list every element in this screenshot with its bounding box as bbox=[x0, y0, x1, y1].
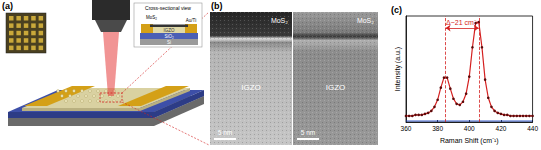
svg-text:5 nm: 5 nm bbox=[301, 129, 315, 136]
svg-text:IGZO: IGZO bbox=[241, 83, 261, 92]
svg-text:SiO₂: SiO₂ bbox=[164, 34, 174, 39]
svg-text:Raman Shift (cm⁻¹): Raman Shift (cm⁻¹) bbox=[440, 137, 499, 145]
svg-text:MoS₂: MoS₂ bbox=[146, 15, 157, 20]
svg-text:Intensity (a.u.): Intensity (a.u.) bbox=[394, 47, 402, 91]
svg-text:Si: Si bbox=[167, 40, 171, 45]
svg-text:360: 360 bbox=[401, 125, 412, 132]
svg-text:440: 440 bbox=[527, 125, 538, 132]
svg-text:(a): (a) bbox=[2, 1, 13, 11]
svg-text:5 nm: 5 nm bbox=[218, 129, 232, 136]
svg-text:420: 420 bbox=[496, 125, 507, 132]
svg-text:400: 400 bbox=[464, 125, 475, 132]
svg-text:MoS₂: MoS₂ bbox=[271, 17, 288, 24]
svg-text:Au/Ti: Au/Ti bbox=[186, 18, 196, 23]
svg-text:IGZO: IGZO bbox=[164, 28, 175, 33]
svg-text:(b): (b) bbox=[211, 1, 223, 11]
svg-text:MoS₂: MoS₂ bbox=[357, 17, 374, 24]
svg-text:Δ~21 cm⁻¹: Δ~21 cm⁻¹ bbox=[446, 19, 479, 26]
svg-text:Cross-sectional view: Cross-sectional view bbox=[145, 5, 191, 11]
svg-text:380: 380 bbox=[432, 125, 443, 132]
svg-text:IGZO: IGZO bbox=[326, 83, 346, 92]
svg-text:(c): (c) bbox=[391, 5, 402, 15]
